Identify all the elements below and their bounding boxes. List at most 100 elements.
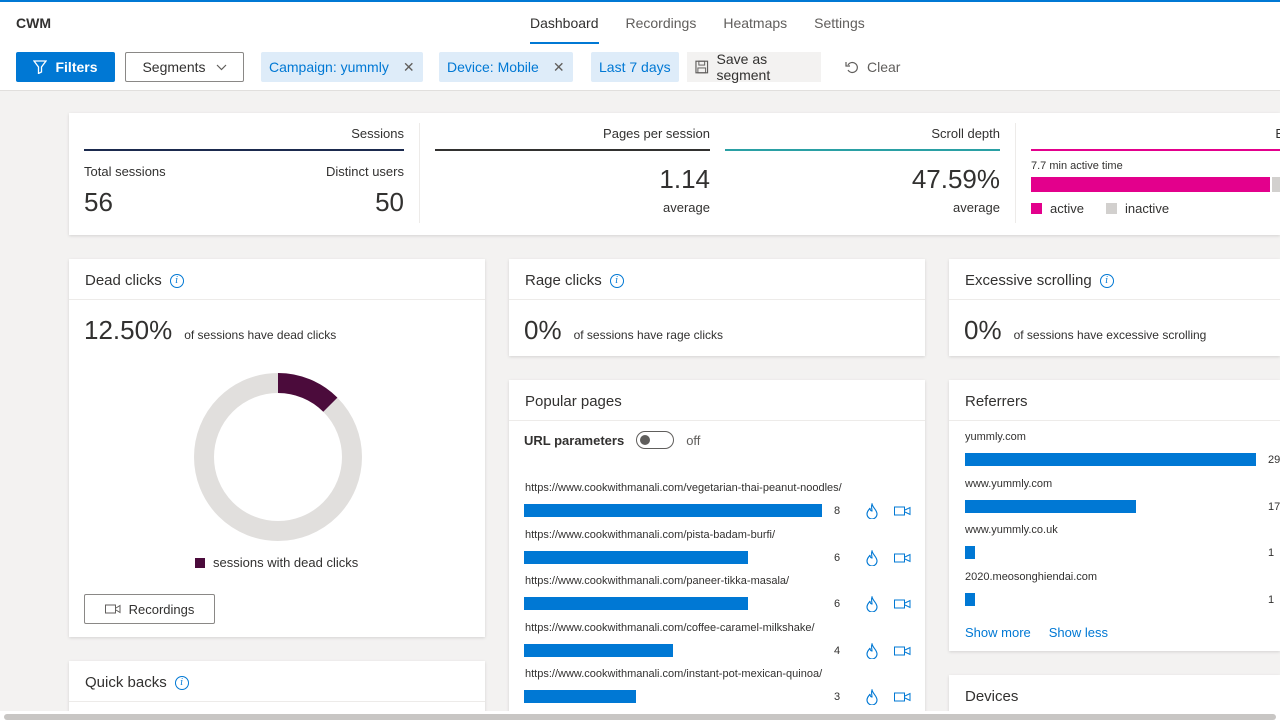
pps-value: 1.14 [659,164,710,194]
page-url[interactable]: https://www.cookwithmanali.com/instant-p… [525,668,823,680]
save-segment-button[interactable]: Save as segment [687,51,821,83]
sessions-section: Sessions Total sessions 56 Distinct user… [84,113,404,235]
rage-clicks-value: 0% [524,315,562,345]
popular-pages-title: Popular pages [525,393,622,410]
video-camera-icon[interactable] [894,553,911,563]
rage-clicks-desc: of sessions have rage clicks [573,328,723,342]
referrers-title: Referrers [965,393,1028,410]
dead-clicks-donut-chart [194,373,362,541]
referrer-row: 2020.meosonghiendai.com 1 [949,571,1280,611]
chip-label: Campaign: yummly [269,59,389,75]
page-url[interactable]: https://www.cookwithmanali.com/pista-bad… [525,528,776,541]
referrer-name: www.yummly.com [965,477,1053,490]
scroll-header: Scroll depth [931,126,1000,141]
segments-dropdown[interactable]: Segments [125,52,244,82]
page-count-bar [524,643,673,657]
chip-label: Device: Mobile [447,59,539,75]
show-more-link[interactable]: Show more [965,625,1031,640]
engagement-accent-line [1031,149,1280,151]
engagement-bar [1031,177,1280,192]
referrers-links: Show more Show less [965,625,1108,640]
dead-clicks-title-text: Dead clicks [85,272,162,289]
horizontal-scrollbar[interactable] [0,711,1280,722]
active-time-text: 7.7 min active time [1031,160,1123,172]
tab-recordings[interactable]: Recordings [625,15,697,31]
page-count-value: 6 [834,551,841,564]
tab-heatmaps[interactable]: Heatmaps [723,15,788,31]
inactive-segment [1272,177,1280,192]
donut-legend: sessions with dead clicks [195,555,358,570]
video-camera-icon [104,604,121,614]
url-parameters-toggle[interactable] [636,431,675,449]
legend-swatch-active [1031,203,1042,214]
pps-header: Pages per session [603,126,710,141]
distinct-users-value: 50 [375,187,404,217]
quick-backs-title: Quick backs i [85,674,189,691]
chip-label: Last 7 days [599,59,671,75]
excessive-scrolling-title: Excessive scrolling i [965,272,1114,289]
divider [1015,123,1016,223]
excessive-scrolling-desc: of sessions have excessive scrolling [1013,328,1207,342]
referrers-title-text: Referrers [965,393,1028,410]
filter-chip-device[interactable]: Device: Mobile ✕ [439,52,573,82]
video-camera-icon[interactable] [894,692,911,702]
heatmap-flame-icon[interactable] [866,642,878,659]
popular-page-row: https://www.cookwithmanali.com/vegetaria… [509,482,925,522]
url-parameters-row: URL parameters off [524,431,700,449]
info-icon[interactable]: i [1099,273,1114,288]
close-icon[interactable]: ✕ [402,58,415,75]
devices-title: Devices [965,688,1018,705]
video-camera-icon[interactable] [894,599,911,609]
filters-button[interactable]: Filters [16,52,115,82]
page-count-bar [524,597,748,610]
excessive-scrolling-title-text: Excessive scrolling [965,272,1092,289]
card-divider [949,420,1280,421]
popular-page-row: https://www.cookwithmanali.com/pista-bad… [509,529,925,569]
heatmap-flame-icon[interactable] [866,549,878,566]
heatmap-flame-icon[interactable] [866,689,878,705]
info-icon[interactable]: i [174,675,189,690]
referrers-card: Referrers yummly.com 29 www.yummly.com 17 ww… [949,380,1280,651]
excessive-scrolling-value: 0% [964,315,1002,345]
page-url[interactable]: https://www.cookwithmanali.com/paneer-ti… [525,575,790,587]
filter-chip-date-range[interactable]: Last 7 days [591,52,679,82]
page-count-value: 3 [834,691,841,703]
tab-settings[interactable]: Settings [814,15,865,31]
heatmap-flame-icon[interactable] [866,503,878,519]
page-url[interactable]: https://www.cookwithmanali.com/vegetaria… [525,482,842,494]
info-icon[interactable]: i [609,273,624,288]
show-less-link[interactable]: Show less [1048,625,1108,640]
tab-dashboard[interactable]: Dashboard [530,2,599,44]
page-url[interactable]: https://www.cookwithmanali.com/coffee-ca… [525,621,815,634]
segments-label: Segments [142,59,206,75]
pps-accent-line [435,149,710,151]
popular-page-row: https://www.cookwithmanali.com/instant-p… [509,668,925,708]
page-count-bar [524,550,748,564]
scrollbar-thumb[interactable] [4,714,1276,720]
heatmap-flame-icon[interactable] [866,596,878,612]
info-icon[interactable]: i [169,273,184,288]
dead-clicks-card: Dead clicks i 12.50% of sessions have de… [69,259,485,637]
recordings-button[interactable]: Recordings [84,594,215,624]
referrer-count-value: 1 [1268,547,1275,559]
card-divider [949,299,1280,300]
video-camera-icon[interactable] [894,646,911,656]
close-icon[interactable]: ✕ [552,58,565,75]
engagement-legend: active inactive [1031,201,1169,216]
popular-page-row: https://www.cookwithmanali.com/paneer-ti… [509,575,925,615]
page-count-bar [524,504,822,517]
engagement-section: E 7.7 min active time active inactive [1031,113,1280,235]
rage-clicks-title: Rage clicks i [525,272,624,289]
excessive-scrolling-metric: 0% of sessions have excessive scrolling [964,315,1206,346]
rage-clicks-metric: 0% of sessions have rage clicks [524,315,723,346]
card-divider [69,701,485,702]
distinct-users-label: Distinct users [325,164,404,179]
clear-button[interactable]: Clear [845,52,900,82]
video-camera-icon[interactable] [894,506,911,516]
donut-slice-dead-clicks [277,373,338,413]
referrer-count-bar [965,592,976,606]
filter-chip-campaign[interactable]: Campaign: yummly ✕ [261,52,423,82]
popular-pages-card: Popular pages URL parameters off https:/… [509,380,925,721]
undo-icon [845,61,858,74]
referrer-name: 2020.meosonghiendai.com [965,570,1098,583]
